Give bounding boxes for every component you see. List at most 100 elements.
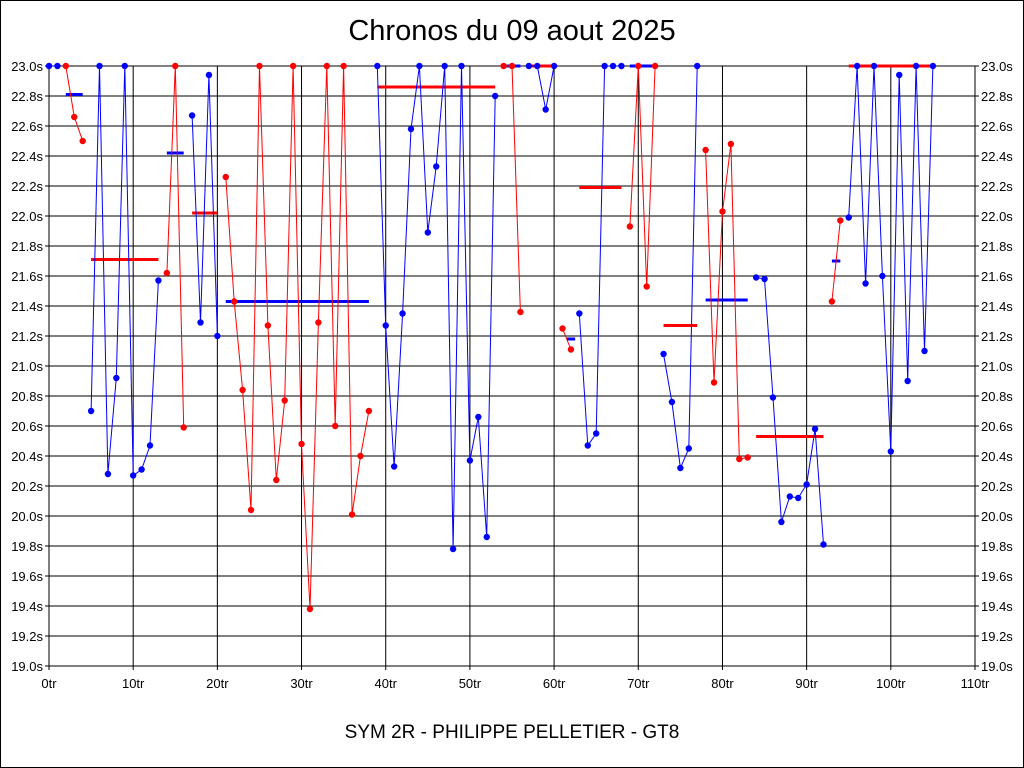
y-tick-label-right: 21.0s — [981, 359, 1013, 374]
red-lap-point — [298, 440, 305, 448]
red-lap-point — [626, 223, 634, 230]
blue-lap-point — [921, 347, 928, 355]
red-lap-point — [239, 386, 246, 394]
blue-lap-point — [374, 62, 381, 70]
blue-lap-point — [155, 277, 162, 284]
red-series-line — [629, 65, 656, 287]
red-series-line — [562, 328, 572, 350]
blue-lap-point — [550, 62, 558, 70]
blue-lap-point — [399, 310, 406, 317]
y-tick-label-left: 22.2s — [11, 179, 43, 194]
blue-lap-point — [761, 275, 768, 283]
blue-lap-point — [146, 442, 154, 449]
blue-lap-point — [54, 62, 61, 70]
blue-lap-point — [534, 62, 541, 70]
red-lap-point — [508, 62, 516, 70]
red-lap-point — [332, 422, 339, 430]
red-lap-point — [719, 208, 726, 215]
x-tick-label: 10tr — [122, 676, 145, 691]
y-tick-label-right: 21.8s — [981, 239, 1013, 254]
y-tick-label-right: 22.8s — [981, 89, 1013, 104]
blue-lap-point — [576, 310, 583, 317]
blue-lap-point — [205, 71, 213, 79]
red-lap-point — [559, 325, 566, 332]
y-tick-label-right: 21.4s — [981, 299, 1013, 314]
x-tick-label: 80tr — [711, 676, 734, 691]
red-lap-point — [231, 298, 238, 305]
y-tick-label-left: 22.4s — [11, 149, 43, 164]
chart-footer: SYM 2R - PHILIPPE PELLETIER - GT8 — [344, 722, 680, 743]
y-tick-label-left: 20.0s — [11, 509, 43, 524]
y-tick-label-right: 19.0s — [981, 659, 1013, 674]
red-lap-point — [247, 506, 255, 514]
blue-lap-point — [912, 62, 920, 70]
y-tick-label-left: 20.6s — [11, 419, 43, 434]
y-tick-label-right: 19.4s — [981, 599, 1013, 614]
y-tick-label-right: 20.0s — [981, 509, 1013, 524]
red-lap-point — [289, 62, 297, 70]
blue-lap-point — [188, 112, 196, 119]
x-tick-label: 50tr — [459, 676, 482, 691]
red-lap-point — [281, 397, 288, 404]
blue-lap-point — [870, 62, 878, 70]
blue-lap-point — [601, 62, 608, 70]
red-lap-point — [273, 476, 280, 484]
x-tick-label: 30tr — [290, 676, 313, 691]
red-lap-point — [517, 308, 524, 316]
blue-lap-point — [795, 494, 802, 502]
blue-lap-point — [424, 229, 432, 236]
y-tick-label-left: 22.8s — [11, 89, 43, 104]
y-tick-label-left: 19.0s — [11, 659, 43, 674]
red-lap-point — [306, 605, 314, 613]
blue-lap-point — [382, 322, 389, 329]
x-tick-label: 100tr — [876, 676, 906, 691]
blue-lap-point — [668, 398, 676, 406]
blue-lap-point — [660, 350, 667, 358]
red-lap-point — [323, 62, 330, 70]
red-lap-point — [315, 319, 322, 326]
blue-lap-point — [104, 470, 112, 478]
blue-lap-point — [466, 457, 474, 464]
y-tick-label-right: 20.6s — [981, 419, 1013, 434]
red-lap-point — [264, 322, 272, 329]
y-tick-label-right: 22.0s — [981, 209, 1013, 224]
y-tick-label-left: 21.0s — [11, 359, 43, 374]
blue-lap-point — [811, 425, 819, 433]
x-tick-label: 70tr — [627, 676, 650, 691]
y-tick-label-right: 20.4s — [981, 449, 1013, 464]
x-tick-label: 60tr — [543, 676, 566, 691]
x-tick-label: 110tr — [961, 676, 990, 691]
x-tick-label: 90tr — [795, 676, 818, 691]
y-tick-label-right: 19.6s — [981, 569, 1013, 584]
y-tick-label-left: 21.4s — [11, 299, 43, 314]
y-tick-label-right: 21.2s — [981, 329, 1013, 344]
y-tick-label-right: 20.2s — [981, 479, 1013, 494]
blue-lap-point — [685, 445, 692, 452]
y-tick-label-left: 20.2s — [11, 479, 43, 494]
y-tick-label-right: 23.0s — [981, 59, 1013, 74]
y-tick-label-right: 22.4s — [981, 149, 1013, 164]
red-lap-point — [837, 217, 844, 224]
blue-lap-point — [407, 125, 415, 133]
y-tick-label-left: 19.4s — [11, 599, 43, 614]
red-lap-point — [651, 62, 659, 70]
blue-lap-point — [592, 430, 600, 437]
y-tick-label-left: 22.6s — [11, 119, 43, 134]
blue-lap-point — [433, 163, 440, 170]
y-tick-label-right: 19.8s — [981, 539, 1013, 554]
blue-series-line — [191, 74, 218, 337]
blue-lap-point — [525, 62, 533, 70]
blue-lap-point — [769, 394, 777, 401]
red-series-line — [831, 220, 841, 302]
red-lap-point — [567, 346, 575, 353]
red-lap-point — [702, 146, 709, 154]
blue-lap-point — [96, 62, 103, 70]
red-lap-point — [62, 62, 70, 70]
y-tick-label-left: 22.0s — [11, 209, 43, 224]
blue-lap-point — [138, 466, 145, 473]
blue-lap-point — [449, 545, 457, 553]
blue-lap-point — [609, 62, 617, 70]
blue-lap-point — [618, 62, 625, 70]
x-tick-label: 20tr — [206, 676, 229, 691]
